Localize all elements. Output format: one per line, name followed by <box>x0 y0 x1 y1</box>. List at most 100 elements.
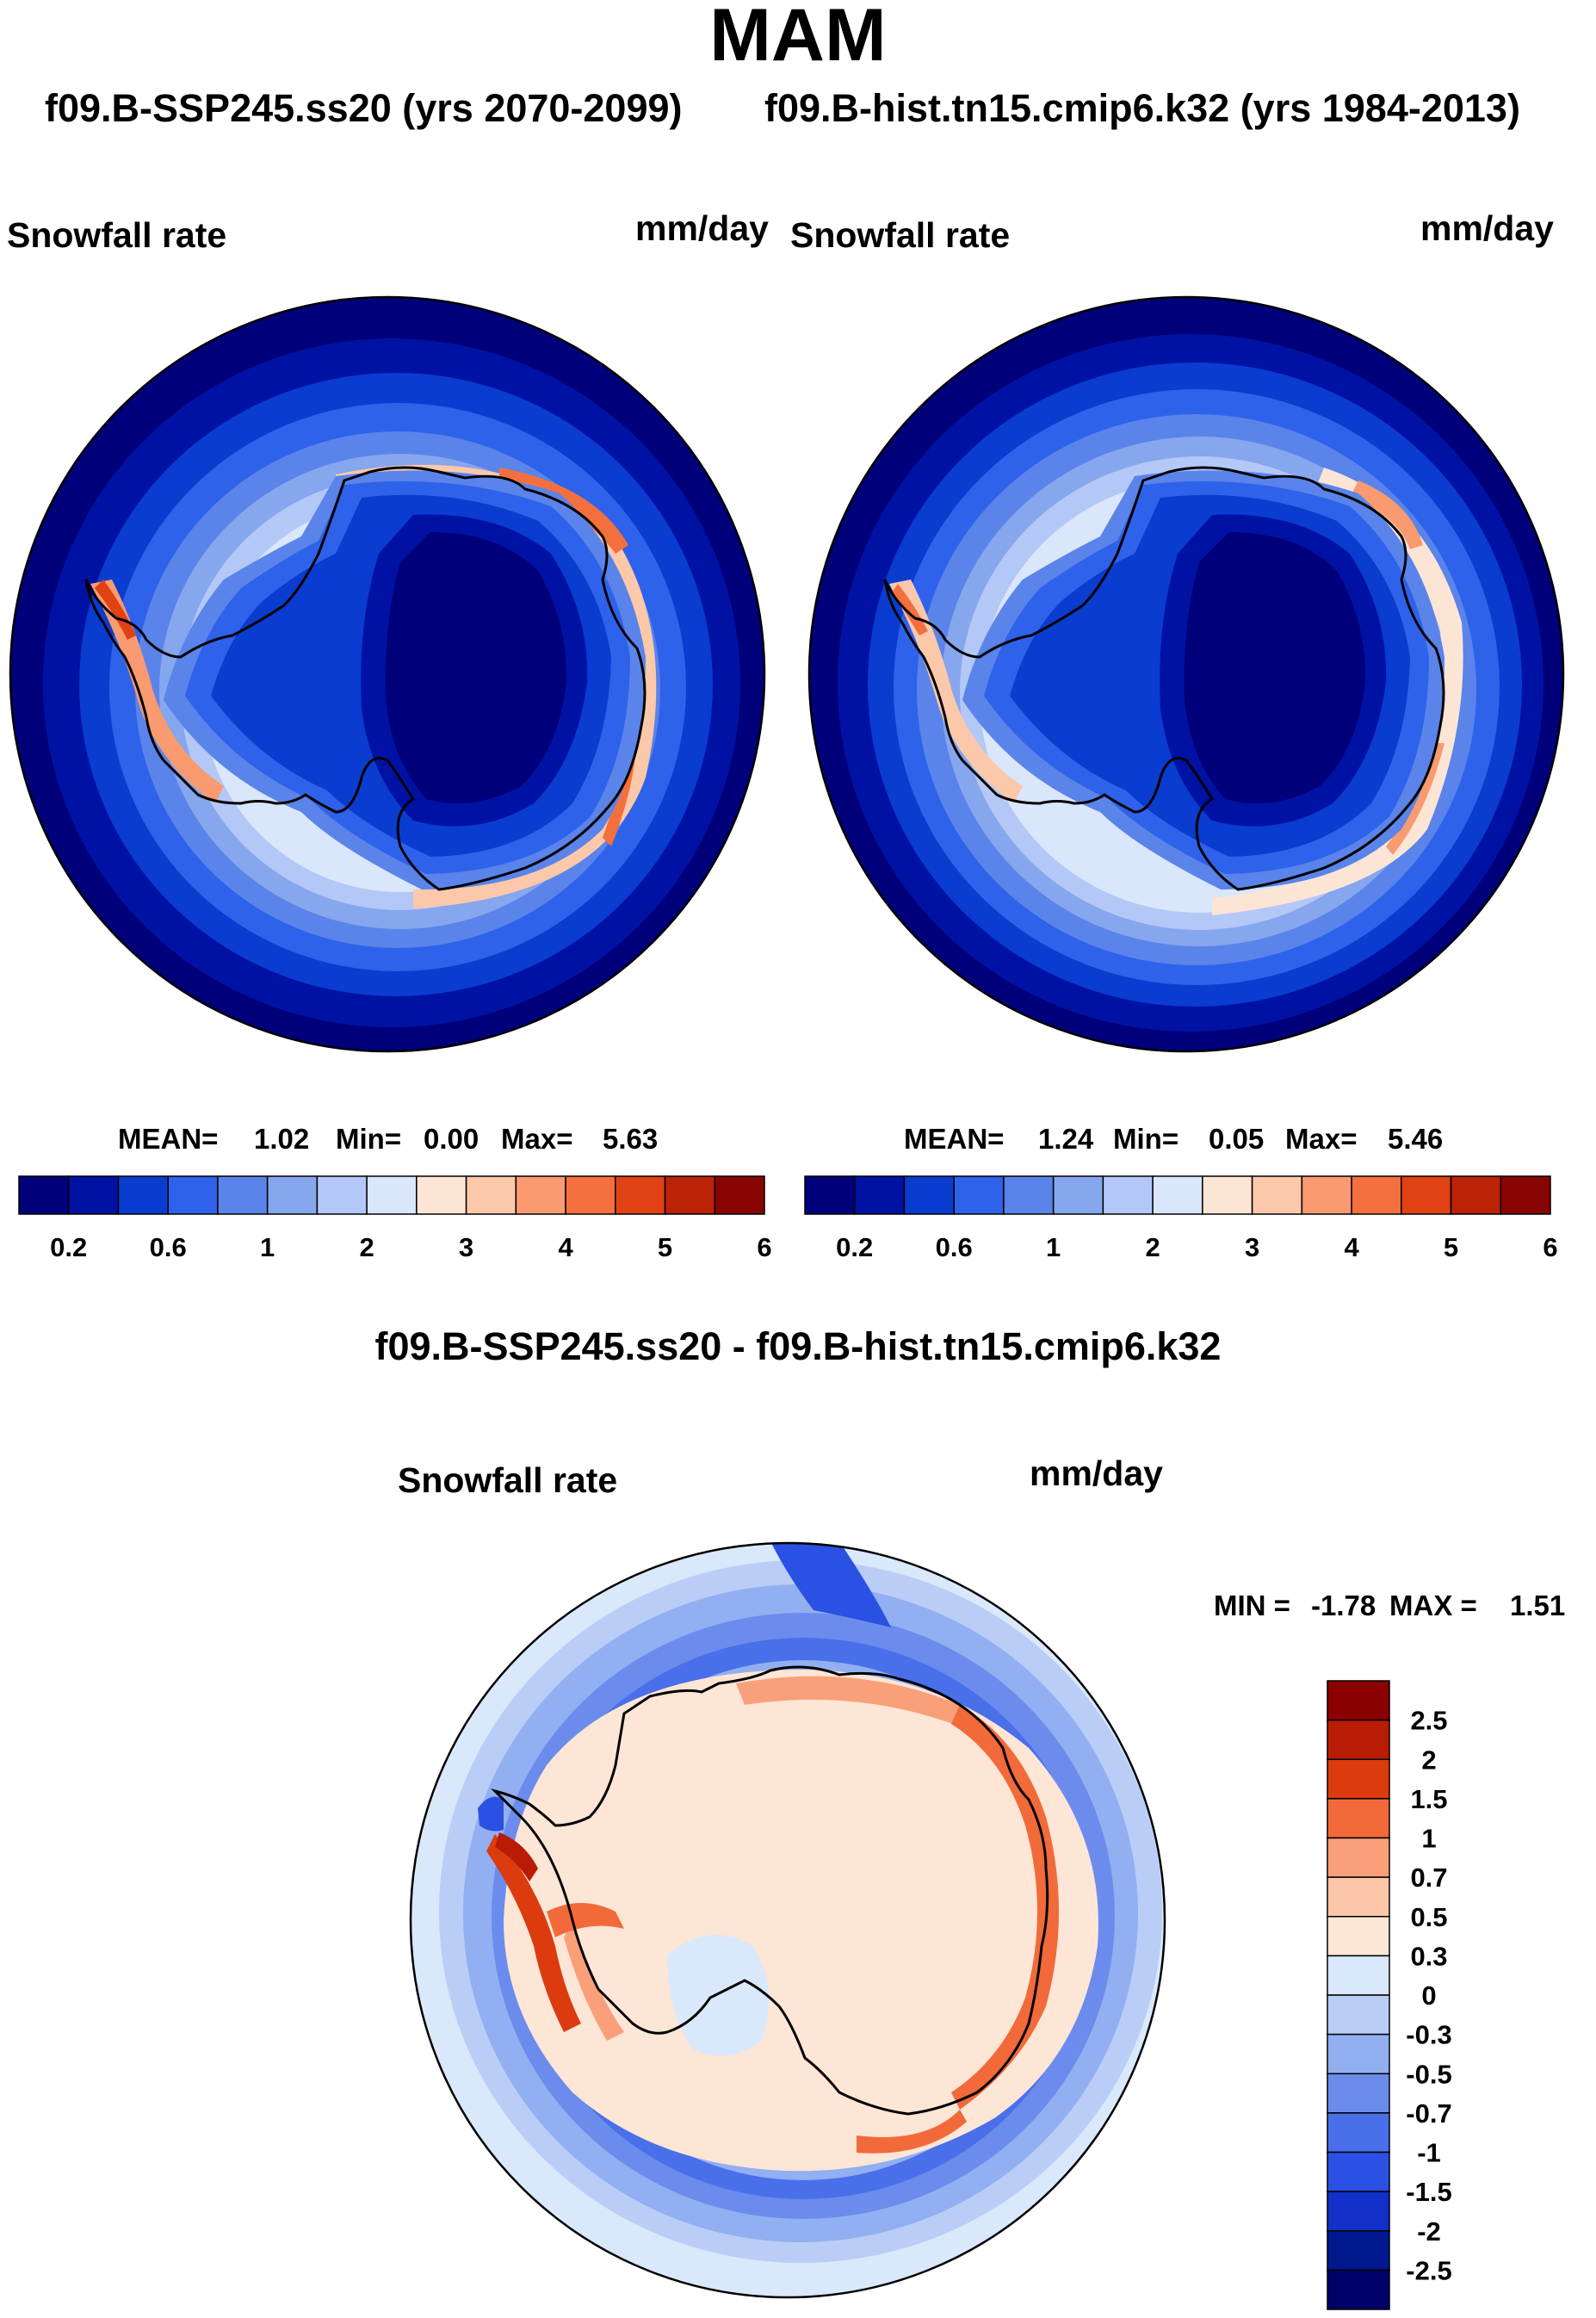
left-colorbar-swatch <box>515 1175 566 1215</box>
right-units-label: mm/day <box>1420 208 1554 248</box>
right-colorbar-tick-label: 0.2 <box>836 1232 873 1262</box>
diff-colorbar-tick-label: -1 <box>1417 2138 1441 2168</box>
diff-max-label: MAX = <box>1389 1590 1477 1621</box>
left-variable-label: Snowfall rate <box>7 215 227 255</box>
difference-polar-map <box>409 1541 1166 2299</box>
left-max-value: 5.63 <box>603 1123 659 1155</box>
diff-colorbar-tick-label: 0.7 <box>1410 1862 1447 1893</box>
right-colorbar-swatch <box>1003 1175 1055 1215</box>
left-colorbar-tick-label: 6 <box>757 1232 771 1262</box>
left-colorbar-swatch <box>117 1175 169 1215</box>
diff-colorbar: 2.5 2 1.5 1 0.7 0.5 0.3 0 -0.3 -0.5 -0.7 -1 -1.5 -2 -2… <box>1327 1680 1452 2310</box>
right-colorbar-swatch <box>804 1175 856 1215</box>
left-polar-map <box>9 295 766 1053</box>
diff-colorbar-swatch <box>1327 2033 1390 2074</box>
diff-colorbar-swatch <box>1327 2230 1390 2272</box>
left-colorbar-swatch <box>217 1175 269 1215</box>
right-min-value: 0.05 <box>1209 1123 1265 1155</box>
right-variable-label: Snowfall rate <box>790 215 1011 255</box>
right-colorbar-swatch <box>853 1175 906 1215</box>
diff-colorbar-tick-label: 0.5 <box>1410 1902 1447 1932</box>
diff-colorbar-tick-label: 1 <box>1421 1824 1436 1854</box>
left-max-label: Max= <box>501 1123 573 1155</box>
diff-colorbar-swatch <box>1327 2269 1390 2310</box>
right-colorbar-swatch <box>1251 1175 1303 1215</box>
right-min-label: Min= <box>1113 1123 1179 1155</box>
left-colorbar-tick-label: 5 <box>658 1232 672 1262</box>
diff-colorbar-swatch <box>1327 1758 1390 1800</box>
left-colorbar-swatch <box>465 1175 517 1215</box>
diff-colorbar-tick-label: -0.3 <box>1406 2020 1451 2050</box>
left-colorbar-tick-label: 2 <box>360 1232 374 1262</box>
left-min-label: Min= <box>336 1123 402 1155</box>
right-colorbar-swatch <box>1301 1175 1352 1215</box>
left-colorbar-tick-label: 0.6 <box>150 1232 187 1262</box>
diff-colorbar-swatch <box>1327 1719 1390 1760</box>
left-colorbar: 0.2 0.6 1 2 3 4 5 6 <box>18 1175 772 1262</box>
diff-min-value: -1.78 <box>1311 1590 1376 1621</box>
right-colorbar-swatch <box>1202 1175 1253 1215</box>
left-colorbar-swatch <box>664 1175 716 1215</box>
right-colorbar-swatch <box>1401 1175 1452 1215</box>
diff-colorbar-swatch <box>1327 1798 1390 1839</box>
figure-season-title: MAM <box>709 0 887 77</box>
diff-colorbar-swatch <box>1327 1680 1390 1721</box>
diff-colorbar-tick-label: 0.3 <box>1410 1941 1447 1971</box>
right-colorbar-swatch <box>903 1175 955 1215</box>
right-colorbar-tick-label: 3 <box>1245 1232 1259 1262</box>
left-colorbar-swatch <box>714 1175 765 1215</box>
diff-colorbar-swatch <box>1327 2191 1390 2232</box>
right-colorbar-tick-label: 0.6 <box>936 1232 973 1262</box>
right-colorbar: 0.2 0.6 1 2 3 4 5 6 <box>804 1175 1558 1262</box>
right-colorbar-swatch <box>1102 1175 1154 1215</box>
diff-min-label: MIN = <box>1214 1590 1290 1621</box>
left-units-label: mm/day <box>635 208 769 248</box>
left-colorbar-swatch <box>18 1175 70 1215</box>
diff-colorbar-tick-label: -0.5 <box>1406 2059 1451 2089</box>
left-colorbar-tick-label: 1 <box>260 1232 275 1262</box>
right-colorbar-swatch <box>1152 1175 1203 1215</box>
diff-colorbar-swatch <box>1327 2073 1390 2114</box>
diff-colorbar-swatch <box>1327 1837 1390 1878</box>
left-colorbar-swatch <box>416 1175 467 1215</box>
right-colorbar-swatch <box>1450 1175 1502 1215</box>
diff-colorbar-tick-label: -1.5 <box>1406 2177 1451 2207</box>
left-colorbar-swatch <box>316 1175 368 1215</box>
case-b-title: f09.B-hist.tn15.cmip6.k32 (yrs 1984-2013… <box>764 86 1520 130</box>
right-max-value: 5.46 <box>1388 1123 1444 1155</box>
diff-colorbar-swatch <box>1327 1876 1390 1918</box>
diff-colorbar-tick-label: 0 <box>1421 1980 1436 2011</box>
diff-colorbar-tick-label: -2 <box>1417 2216 1441 2247</box>
left-colorbar-swatch <box>565 1175 616 1215</box>
right-colorbar-tick-label: 4 <box>1344 1232 1359 1262</box>
diff-colorbar-tick-label: 1.5 <box>1410 1784 1447 1814</box>
diff-colorbar-swatch <box>1327 2112 1390 2154</box>
diff-colorbar-tick-label: 2 <box>1421 1745 1436 1775</box>
diff-colorbar-swatch <box>1327 1916 1390 1957</box>
left-colorbar-swatch <box>266 1175 319 1215</box>
diff-colorbar-tick-label: -2.5 <box>1406 2255 1451 2285</box>
diff-colorbar-swatch <box>1327 2151 1390 2192</box>
diff-units-label: mm/day <box>1030 1453 1163 1493</box>
left-colorbar-tick-label: 0.2 <box>50 1232 87 1262</box>
diff-max-value: 1.51 <box>1510 1590 1566 1621</box>
diff-colorbar-swatch <box>1327 1994 1390 2036</box>
right-colorbar-swatch <box>953 1175 1005 1215</box>
left-colorbar-swatch <box>366 1175 418 1215</box>
diff-colorbar-swatch <box>1327 1955 1390 1996</box>
diff-colorbar-tick-label: -0.7 <box>1406 2098 1451 2129</box>
right-colorbar-tick-label: 5 <box>1444 1232 1458 1262</box>
left-colorbar-swatch <box>167 1175 219 1215</box>
diff-colorbar-tick-label: 2.5 <box>1410 1706 1447 1736</box>
right-colorbar-tick-label: 1 <box>1046 1232 1061 1262</box>
right-colorbar-swatch <box>1052 1175 1104 1215</box>
right-colorbar-swatch <box>1500 1175 1551 1215</box>
difference-title: f09.B-SSP245.ss20 - f09.B-hist.tn15.cmip… <box>374 1324 1222 1368</box>
case-a-title: f09.B-SSP245.ss20 (yrs 2070-2099) <box>45 86 683 130</box>
left-colorbar-swatch <box>67 1175 120 1215</box>
left-min-value: 0.00 <box>424 1123 479 1155</box>
left-mean-value: 1.02 <box>254 1123 310 1155</box>
right-max-label: Max= <box>1285 1123 1358 1155</box>
right-colorbar-tick-label: 6 <box>1543 1232 1557 1262</box>
left-colorbar-tick-label: 3 <box>459 1232 473 1262</box>
